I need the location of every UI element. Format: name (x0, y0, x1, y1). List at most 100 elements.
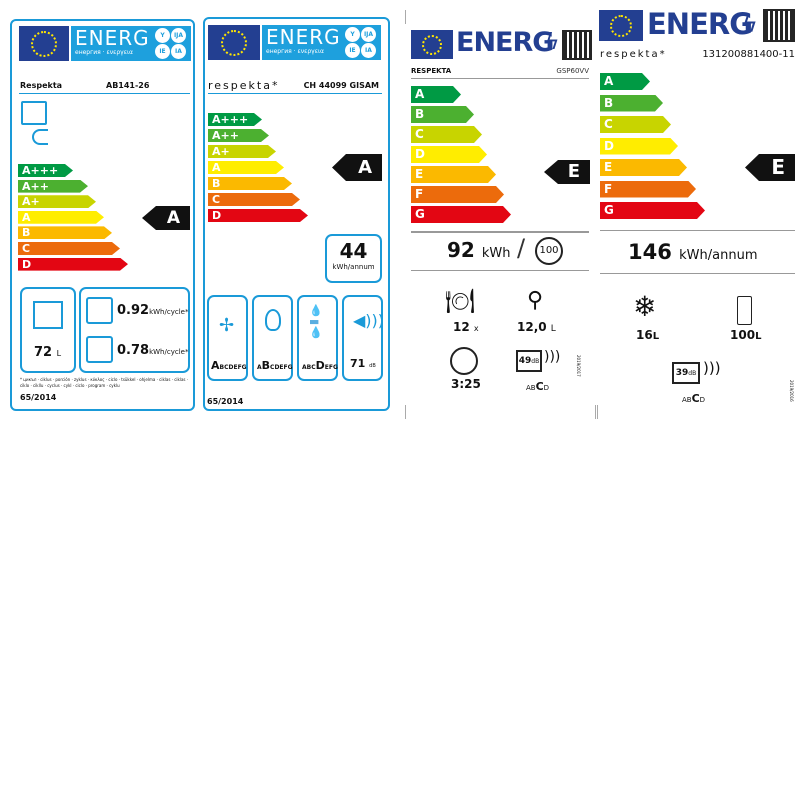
energy-class-bar: A+++ (18, 164, 73, 177)
lightning-icon: ϟ (545, 30, 560, 55)
lang-badge: Y (345, 27, 360, 42)
energy-class-bar: D (18, 258, 128, 271)
fluid-efficiency-box: ✢ ABCDEFG (207, 295, 248, 381)
noise-class: C (535, 380, 544, 393)
lang-badge: IE (345, 43, 360, 58)
energy-class-bar: G (411, 206, 511, 223)
water-tap-icon: ⚲ (527, 288, 544, 313)
grease-class: D (315, 359, 325, 372)
freezer-volume: 16 (636, 328, 653, 342)
annual-consumption-box: 44 kWh/annum (325, 234, 382, 283)
grease-filter-box: 💧 ▬ 💧 ABCDEFG (297, 295, 338, 381)
eu-flag-icon (208, 25, 260, 60)
energy-class-bar: A+ (208, 145, 276, 158)
volume-unit: L (56, 349, 62, 358)
lighting-class: B (261, 359, 271, 372)
lang-badges: Y IJA IE IA (155, 28, 189, 59)
sound-waves-icon: ))) (544, 349, 561, 365)
noise-class: C (691, 392, 700, 405)
energy-class-bar: G (600, 202, 705, 219)
place-settings-value: 12 (453, 320, 470, 334)
energy-class-bar: C (600, 116, 671, 133)
energy-header: ENERG енергия · ενεργεια Y IJA IE IA (262, 25, 381, 60)
energy-class-bar: F (411, 186, 504, 203)
fluid-class: A (211, 359, 220, 372)
lightning-icon: ϟ (742, 10, 758, 38)
energ-subtitle: енергия · ενεργεια (266, 48, 324, 55)
noise-value: 49 (518, 356, 532, 366)
energy-unit: kWh (481, 246, 511, 261)
energy-class-indicator: E (544, 160, 590, 184)
annual-kwh: 44 (339, 239, 368, 263)
energy-class-bar: B (411, 106, 474, 123)
regulation: 2019/2016 (789, 380, 794, 402)
energ-text: ENERG (266, 25, 341, 49)
place-settings-icon: 🍽 (445, 287, 476, 315)
energy-class-bar: B (208, 177, 292, 190)
energ-subtitle: енергия · ενεργεια (75, 49, 133, 56)
model-number: 131200881400-11 (702, 49, 795, 60)
energy-class-bar: A++ (18, 180, 88, 193)
conventional-kwh: 0.92 (117, 303, 150, 318)
speaker-icon: ◀))) (353, 311, 385, 330)
noise-box: ◀))) 71 dB (342, 295, 385, 381)
lang-badge: IJA (171, 28, 186, 43)
lang-badges: Y IJA IE IA (345, 27, 379, 58)
oven-cavity-icon (33, 301, 63, 329)
sound-waves-icon: ))) (703, 359, 721, 377)
energy-class-bar: C (411, 126, 482, 143)
energy-class-bar: A+++ (208, 113, 262, 126)
energ-text: ENERG (456, 27, 554, 58)
model-number: GSP60VV (556, 67, 589, 75)
noise-value: 39 (675, 368, 689, 378)
model-number: AB141-26 (106, 81, 150, 90)
duration-clock-icon (450, 347, 478, 375)
energy-kwh: 92 (447, 238, 475, 262)
speaker-icon: 39dB (672, 362, 700, 384)
eu-flag-icon (411, 30, 453, 59)
lighting-efficiency-box: ABCDEFG (252, 295, 293, 381)
energy-class-indicator: E (745, 154, 795, 181)
fridge-volume: 100 (730, 328, 756, 342)
energy-class-bar: D (600, 138, 678, 155)
annual-unit: kWh/annum (679, 248, 758, 263)
energy-class-bar: B (18, 226, 112, 239)
regulation: 2019/2017 (576, 355, 581, 377)
energy-class-bar: C (208, 193, 300, 206)
cycles-icon: 100 (535, 237, 563, 265)
energy-class-bar: E (411, 166, 496, 183)
fan-mode-icon (86, 336, 113, 363)
lang-badge: IA (171, 44, 186, 59)
divider-slash: / (517, 234, 526, 262)
energy-class-bar: A (411, 86, 461, 103)
footnote: * цикъл · ciklus · porción · zyklus · κύ… (20, 377, 189, 388)
energ-text: ENERG (647, 7, 753, 41)
fan-icon: ✢ (219, 315, 235, 336)
energy-class-bar: A+ (18, 195, 96, 208)
energy-class-bar: A (600, 73, 650, 90)
noise-unit: dB (369, 363, 376, 369)
regulation: 65/2014 (20, 393, 57, 402)
qr-code (763, 9, 795, 42)
regulation: 65/2014 (207, 397, 244, 406)
fridge-bottle-icon (737, 296, 752, 325)
brand-name: respekta* (208, 79, 280, 92)
speaker-icon: 49dB (516, 350, 542, 372)
oven-energy-label: ENERG енергия · ενεργεια Y IJA IE IA Res… (10, 19, 195, 411)
volume-box: 72 L (20, 287, 76, 373)
model-number: CH 44099 GISAM (303, 81, 379, 90)
qr-code (562, 30, 592, 60)
brand-name: RESPEKTA (411, 67, 452, 75)
water-value: 12,0 (517, 320, 547, 334)
eu-flag-icon (599, 10, 643, 41)
energy-class-bar: E (600, 159, 687, 176)
grease-filter-icon: 💧 ▬ 💧 (309, 304, 323, 339)
energy-class-bar: D (411, 146, 487, 163)
energy-class-bar: D (208, 209, 308, 222)
fan-kwh: 0.78 (117, 343, 150, 358)
energy-class-bar: A (18, 211, 104, 224)
consumption-box: 0.92kWh/cycle* 0.78kWh/cycle* (79, 287, 190, 373)
hood-energy-label: ENERG енергия · ενεργεια Y IJA IE IA res… (203, 17, 390, 411)
annual-unit: kWh/annum (332, 263, 375, 271)
